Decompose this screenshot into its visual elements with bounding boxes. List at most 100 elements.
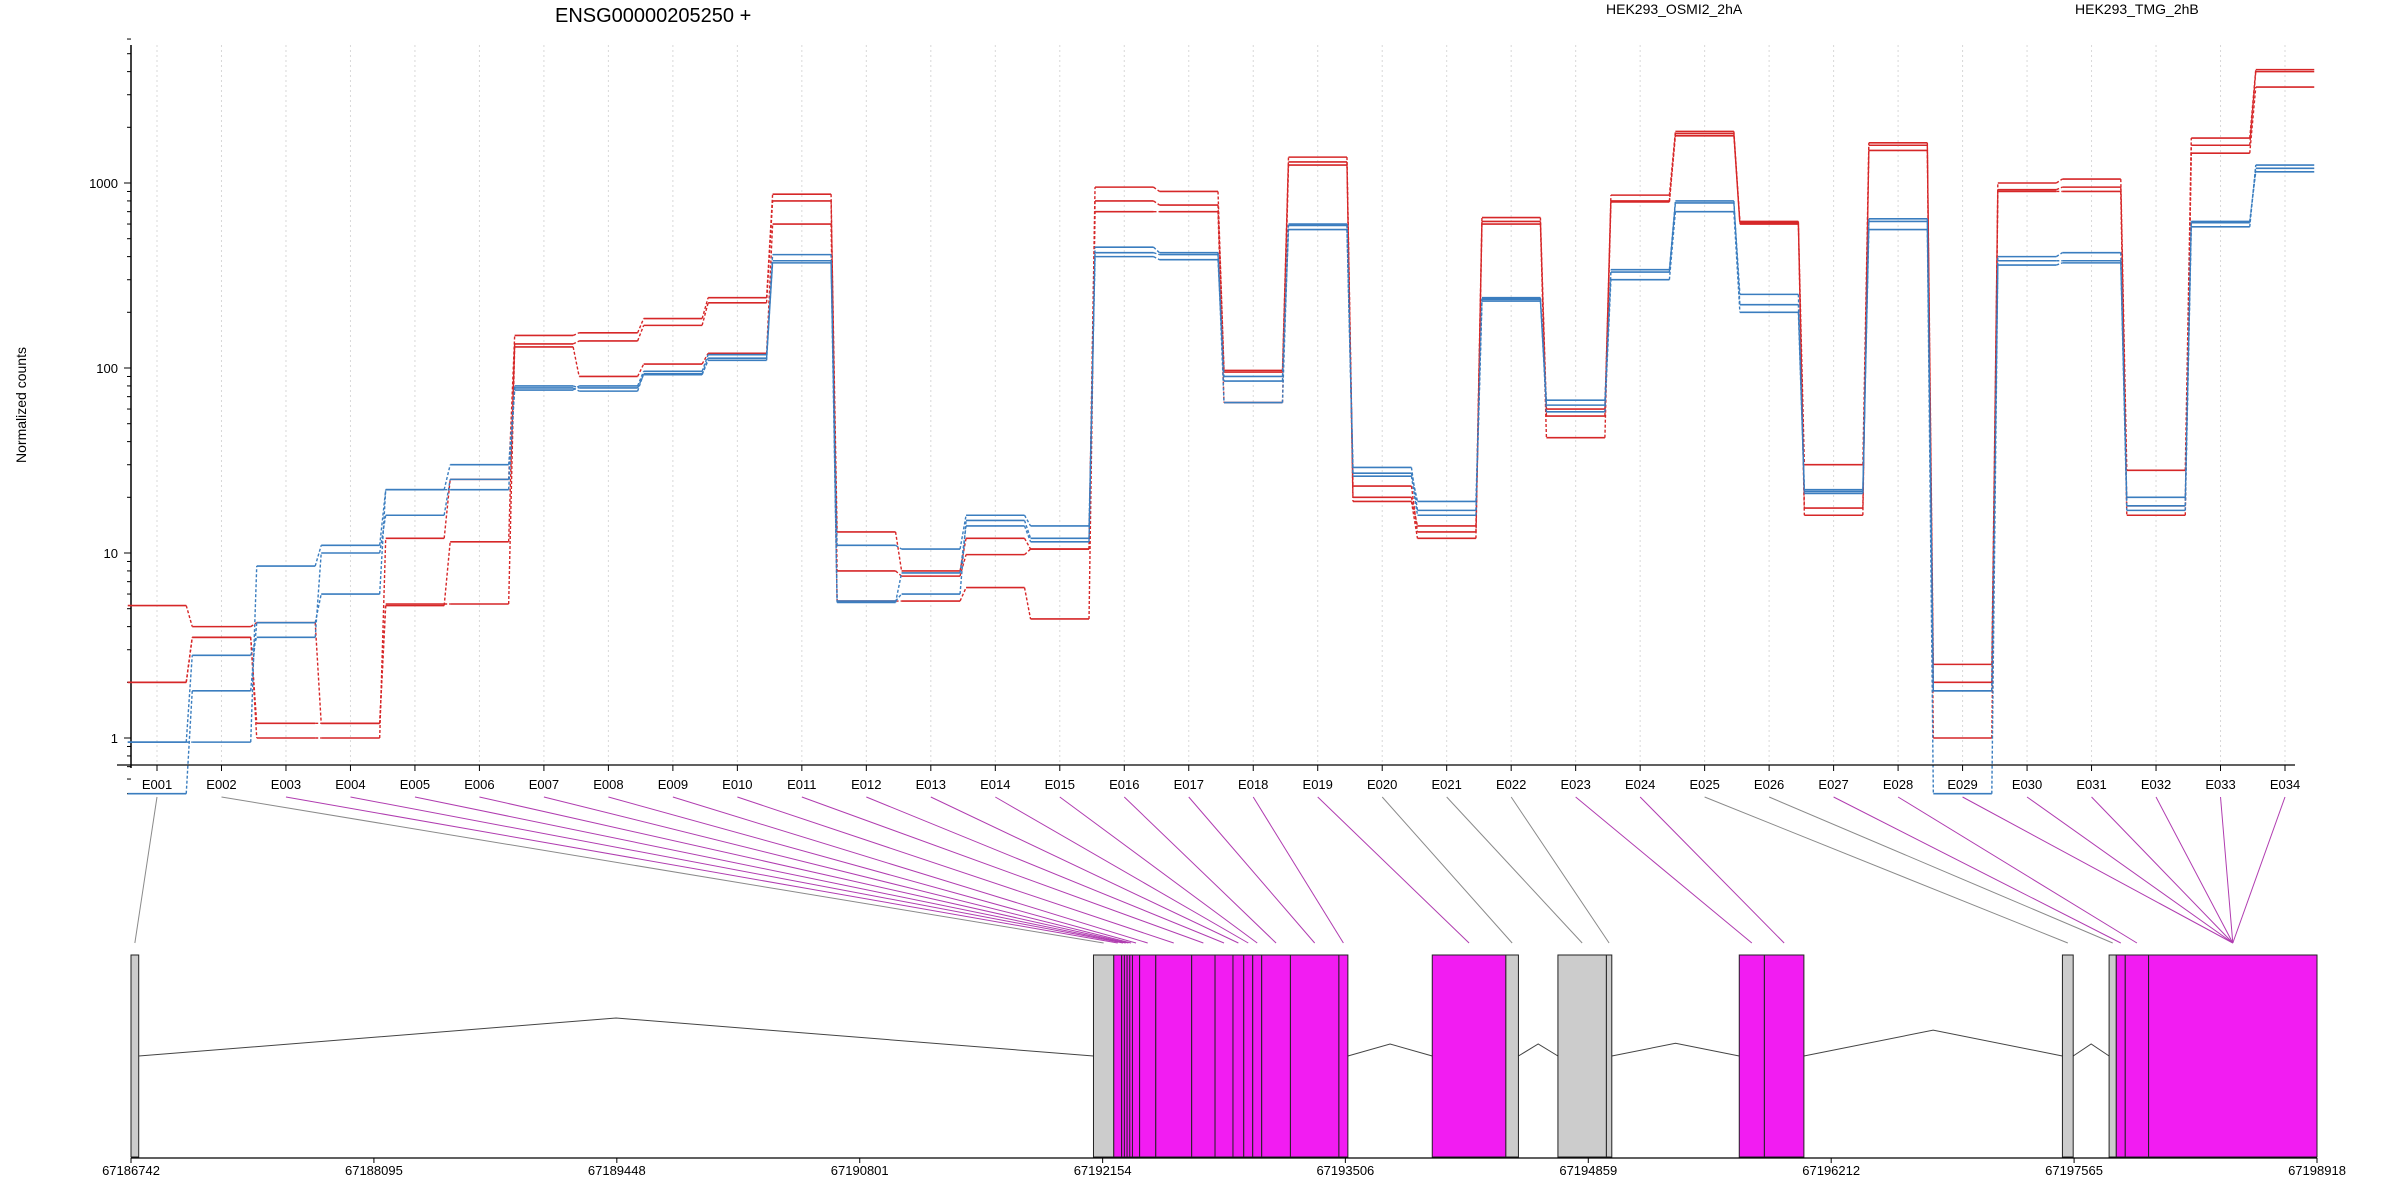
x-tick-label: E025	[1689, 777, 1719, 792]
exon-bin-significant	[1738, 954, 1765, 1158]
x-tick-label: E001	[142, 777, 172, 792]
series-connector	[443, 464, 451, 490]
exon-bin	[1557, 954, 1607, 1158]
series-connector	[1733, 135, 1741, 223]
series-connector	[894, 572, 903, 603]
series-connector	[959, 515, 967, 550]
coord-tick-label: 67193506	[1316, 1163, 1374, 1178]
series-connector	[701, 357, 709, 375]
coord-tick-label: 67196212	[1802, 1163, 1860, 1178]
bin-connector	[1962, 796, 2234, 944]
series-connector	[250, 622, 258, 628]
bin-connector	[1897, 796, 2138, 944]
series-connector	[701, 297, 709, 319]
x-tick-label: E029	[1947, 777, 1977, 792]
series-connector	[701, 354, 709, 372]
series-connector	[2249, 87, 2257, 154]
x-tick-label: E003	[271, 777, 301, 792]
x-tick-label: E009	[658, 777, 688, 792]
series-connector	[1410, 467, 1419, 511]
gene-model: 67186742 67188095 67189448 67190801 67192154…	[102, 954, 2346, 1178]
series-connector	[1346, 225, 1354, 477]
series-connector	[1153, 252, 1160, 256]
bin-connector	[1446, 796, 1583, 944]
bin-connector	[737, 796, 1174, 944]
series-connector	[2055, 178, 2063, 184]
series-connector	[378, 538, 387, 739]
series-connector	[2249, 69, 2257, 139]
series-connector	[572, 346, 580, 377]
series-connector	[1862, 229, 1870, 494]
series-connector	[185, 605, 193, 627]
x-tick-label: E034	[2270, 777, 2300, 792]
x-tick-label: E023	[1560, 777, 1590, 792]
bin-connector	[1252, 796, 1344, 944]
series-connector	[379, 515, 387, 554]
series-connector	[765, 194, 774, 298]
bin-connector	[134, 796, 158, 944]
x-tick-label: E026	[1754, 777, 1784, 792]
series-connector	[1991, 265, 1999, 794]
series-connector	[895, 544, 902, 550]
series-connector	[1153, 186, 1160, 193]
bin-connector	[930, 796, 1239, 944]
series-connector	[1023, 525, 1032, 543]
x-axis: E001 E002 E003 E004 E005 E006 E007 E008 E009 E010…	[117, 764, 2300, 792]
series-connector	[250, 566, 258, 743]
bin-connector	[1575, 796, 1753, 944]
bin-connector	[1188, 796, 1316, 944]
series-3	[127, 170, 2315, 743]
series-connector	[701, 360, 709, 375]
exon-bin-significant	[1763, 954, 1805, 1158]
series-connector	[1217, 254, 1225, 377]
y-tick-label: 1000	[89, 176, 118, 191]
bin-connector	[866, 796, 1225, 944]
series-connector	[2120, 262, 2128, 511]
y-axis: 1 10 100 1000	[89, 38, 132, 795]
exon-bin-significant	[2115, 954, 2126, 1158]
x-tick-label: E016	[1109, 777, 1139, 792]
series-connector	[636, 318, 645, 334]
bin-connector	[350, 796, 1124, 944]
series-connector	[314, 545, 322, 567]
exon-bin-significant	[1252, 954, 1263, 1158]
legend-entry-tmg: HEK293_TMG_2hB	[2075, 1, 2199, 17]
x-tick-label: E014	[980, 777, 1010, 792]
legend-entry-osmi2: HEK293_OSMI2_2hA	[1606, 1, 1743, 17]
coord-tick-label: 67189448	[588, 1163, 646, 1178]
intron-line	[1611, 1042, 1740, 1057]
series-connector	[1023, 538, 1032, 550]
series-connector	[443, 541, 451, 606]
series-connector	[1153, 255, 1160, 261]
series-connector	[507, 387, 516, 465]
y-axis-label: Normalized counts	[13, 347, 29, 463]
exon-bin-significant	[1232, 954, 1245, 1158]
exon-bin	[1605, 954, 1613, 1158]
coord-tick-label: 67197565	[2045, 1163, 2103, 1178]
x-tick-label: E017	[1174, 777, 1204, 792]
x-tick-label: E031	[2076, 777, 2106, 792]
series-connector	[1088, 252, 1096, 542]
exon-bin-significant	[1113, 954, 1123, 1158]
series-connector	[378, 489, 387, 595]
series-connector	[572, 385, 580, 391]
exon-bin-significant	[2124, 954, 2150, 1158]
series-connector	[830, 260, 838, 603]
series-connector	[507, 343, 516, 542]
exon-bin-significant	[1289, 954, 1340, 1158]
series-1	[127, 68, 2315, 739]
series-connector	[1539, 301, 1548, 406]
series-connector	[959, 587, 967, 602]
x-tick-label: E033	[2205, 777, 2235, 792]
series-connector	[1797, 304, 1806, 492]
exon-bin-significant	[1338, 954, 1349, 1158]
exon-bin	[130, 954, 140, 1158]
gridlines	[156, 45, 2286, 765]
series-5	[127, 167, 2315, 795]
y-tick-label: 100	[96, 361, 118, 376]
exon-bin-significant	[1155, 954, 1193, 1158]
bin-connector	[672, 796, 1148, 944]
series-connector	[1410, 476, 1419, 516]
series-connector	[1991, 182, 1999, 683]
series-connector	[2249, 168, 2257, 223]
